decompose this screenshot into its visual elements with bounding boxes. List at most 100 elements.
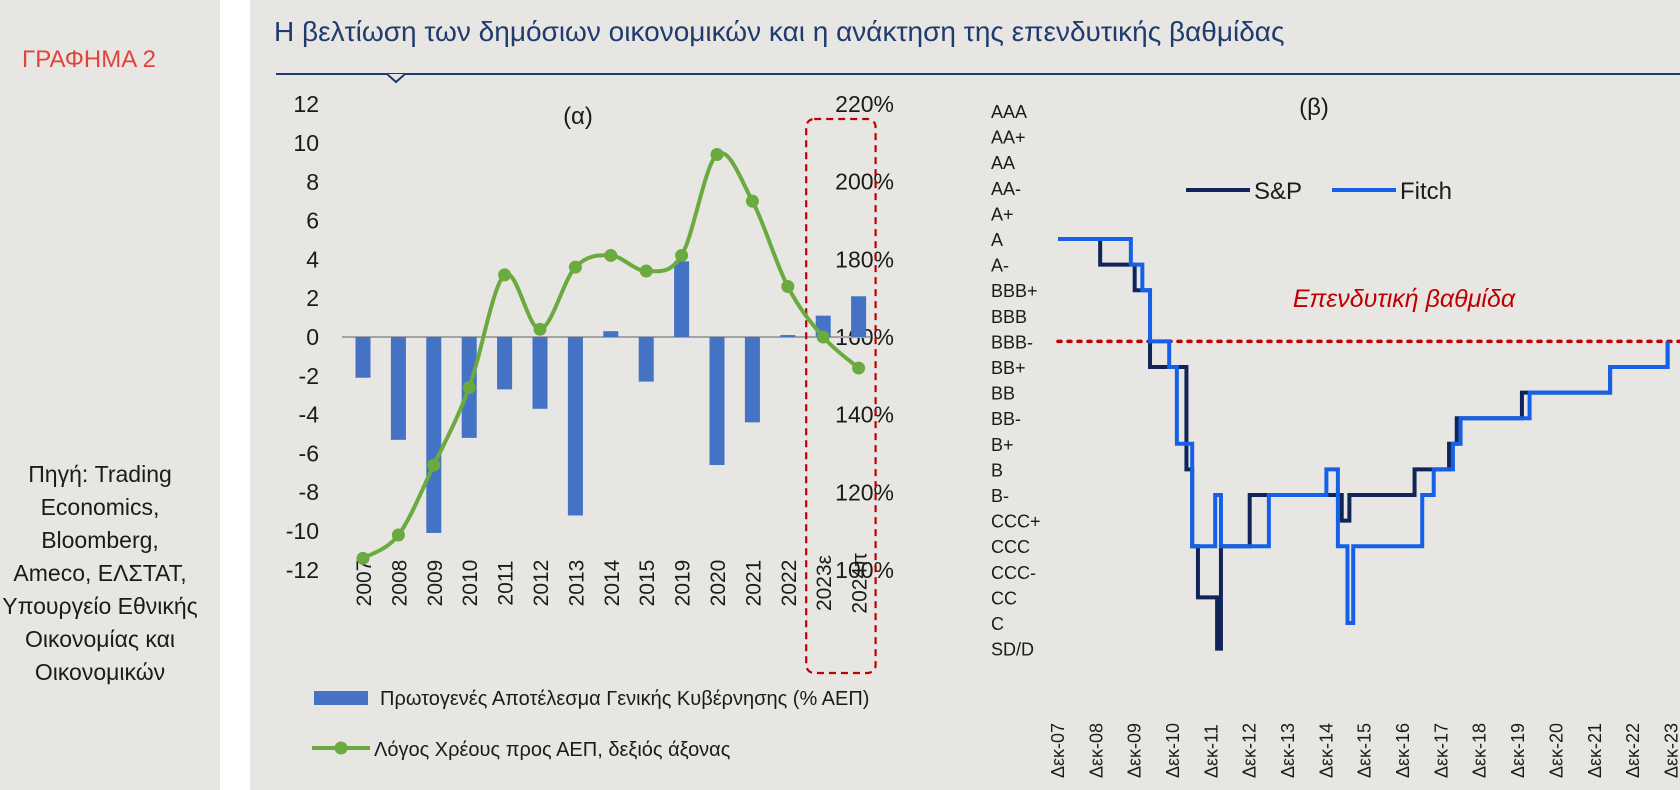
debt-ratio-point — [710, 147, 724, 161]
left-axis-tick: 8 — [306, 169, 319, 195]
left-axis-tick: 10 — [293, 130, 319, 156]
debt-ratio-point — [356, 551, 370, 565]
x-axis-date-label: Δεκ-11 — [1201, 724, 1221, 778]
x-axis-date-label: Δεκ-19 — [1508, 723, 1528, 778]
legend-line-label: Λόγος Χρέους προς ΑΕΠ, δεξιός άξονας — [374, 739, 731, 761]
right-axis-tick: 140% — [835, 402, 894, 428]
debt-ratio-point — [391, 528, 405, 542]
x-axis-tick: 2007 — [353, 560, 376, 607]
x-axis-tick: 2021 — [742, 560, 765, 607]
legend-fitch-label: Fitch — [1400, 178, 1452, 205]
chart-canvas: (α)121086420-2-4-6-8-10-12220%200%180%16… — [276, 73, 1680, 778]
x-axis-tick: 2010 — [459, 560, 482, 607]
left-axis-tick: 0 — [306, 324, 319, 350]
source-note: Πηγή: Trading Economics, Bloomberg, Amec… — [2, 461, 198, 685]
rating-scale-label: BBB- — [991, 332, 1033, 352]
bar-primary-balance — [426, 337, 442, 533]
rating-scale-label: AA+ — [991, 128, 1026, 148]
rating-scale-label: AAA — [991, 102, 1027, 122]
bar-primary-balance — [497, 337, 513, 390]
x-axis-date-label: Δεκ-18 — [1470, 723, 1490, 778]
left-axis-tick: -12 — [286, 557, 319, 583]
bar-primary-balance — [355, 337, 371, 378]
x-axis-date-label: Δεκ-13 — [1278, 723, 1298, 778]
x-axis-date-label: Δεκ-22 — [1623, 723, 1643, 778]
rating-scale-label: A+ — [991, 204, 1014, 224]
debt-ratio-point — [745, 194, 759, 208]
title-underline-notch — [386, 73, 406, 84]
debt-ratio-point — [781, 280, 795, 294]
x-axis-date-label: Δεκ-07 — [1048, 723, 1068, 778]
debt-ratio-point — [533, 322, 547, 336]
x-axis-tick: 2012 — [530, 560, 553, 607]
chart-number-label: ΓΡΑΦΗΜΑ 2 — [22, 46, 156, 73]
rating-scale-label: BBB — [991, 307, 1027, 327]
chart-b-title: (β) — [1299, 94, 1329, 121]
debt-ratio-point — [498, 268, 512, 282]
right-axis-tick: 120% — [835, 479, 894, 505]
bar-primary-balance — [780, 335, 796, 337]
bar-primary-balance — [603, 331, 619, 337]
debt-ratio-point — [568, 260, 582, 274]
rating-scale-label: SD/D — [991, 640, 1034, 660]
right-axis-tick: 220% — [835, 91, 894, 117]
main-panel: Η βελτίωση των δημόσιων οικονομικών και … — [250, 0, 1680, 790]
x-axis-date-label: Δεκ-09 — [1125, 723, 1145, 778]
bar-primary-balance — [567, 337, 583, 516]
left-axis-tick: 4 — [306, 246, 319, 272]
panel-divider — [220, 0, 250, 790]
chart-a-title: (α) — [563, 103, 593, 130]
x-axis-tick: 2011 — [495, 560, 518, 605]
debt-ratio-point — [462, 380, 476, 394]
left-axis-tick: -8 — [299, 479, 319, 505]
debt-ratio-point — [427, 458, 441, 472]
left-axis-tick: 6 — [306, 208, 319, 234]
investment-grade-label: Επενδυτική βαθμίδα — [1293, 285, 1516, 313]
x-axis-tick: 2023ε — [813, 555, 836, 611]
rating-scale-label: BBB+ — [991, 281, 1038, 301]
legend-bar-label: Πρωτογενές Αποτέλεσμα Γενικής Κυβέρνησης… — [380, 688, 869, 710]
rating-scale-label: CCC- — [991, 563, 1036, 583]
left-axis-tick: 12 — [293, 91, 319, 117]
rating-scale-label: CCC+ — [991, 512, 1041, 532]
x-axis-tick: 2013 — [565, 560, 588, 607]
x-axis-tick: 2015 — [636, 560, 659, 607]
side-panel: ΓΡΑΦΗΜΑ 2 Πηγή: Trading Economics, Bloom… — [0, 0, 220, 790]
rating-scale-label: BB — [991, 384, 1015, 404]
x-axis-tick: 2020 — [707, 560, 730, 607]
x-axis-tick: 2019 — [672, 560, 695, 607]
x-axis-date-label: Δεκ-10 — [1163, 723, 1183, 778]
right-axis-tick: 100% — [835, 557, 894, 583]
rating-scale-label: C — [991, 614, 1004, 634]
rating-scale-label: B — [991, 460, 1003, 480]
debt-ratio-point — [675, 248, 689, 262]
x-axis-date-label: Δεκ-23 — [1661, 723, 1680, 778]
left-axis-tick: -4 — [299, 402, 320, 428]
x-axis-date-label: Δεκ-15 — [1355, 723, 1375, 778]
debt-ratio-point — [639, 264, 653, 278]
rating-scale-label: B+ — [991, 435, 1014, 455]
legend-line-marker — [334, 741, 348, 755]
rating-scale-label: A- — [991, 256, 1009, 276]
rating-scale-label: AA- — [991, 179, 1021, 199]
x-axis-date-label: Δεκ-08 — [1086, 723, 1106, 778]
left-axis-tick: 2 — [306, 285, 319, 311]
rating-scale-label: A — [991, 230, 1003, 250]
x-axis-tick: 2022 — [778, 560, 801, 607]
x-axis-date-label: Δεκ-16 — [1393, 723, 1413, 778]
bar-primary-balance — [390, 337, 406, 440]
rating-scale-label: AA — [991, 153, 1015, 173]
right-axis-tick: 200% — [835, 169, 894, 195]
bar-primary-balance — [709, 337, 725, 466]
forecast-highlight-box — [805, 117, 877, 675]
x-axis-date-label: Δεκ-20 — [1546, 723, 1566, 778]
legend-sp-label: S&P — [1254, 178, 1302, 205]
rating-scale-label: BB- — [991, 409, 1021, 429]
bar-primary-balance — [532, 337, 548, 409]
fitch-rating-line — [1058, 237, 1670, 625]
rating-scale-label: BB+ — [991, 358, 1026, 378]
legend-bar-swatch — [314, 691, 368, 705]
debt-ratio-point — [852, 361, 866, 375]
left-axis-tick: -6 — [299, 440, 319, 466]
rating-scale-label: CCC — [991, 537, 1030, 557]
